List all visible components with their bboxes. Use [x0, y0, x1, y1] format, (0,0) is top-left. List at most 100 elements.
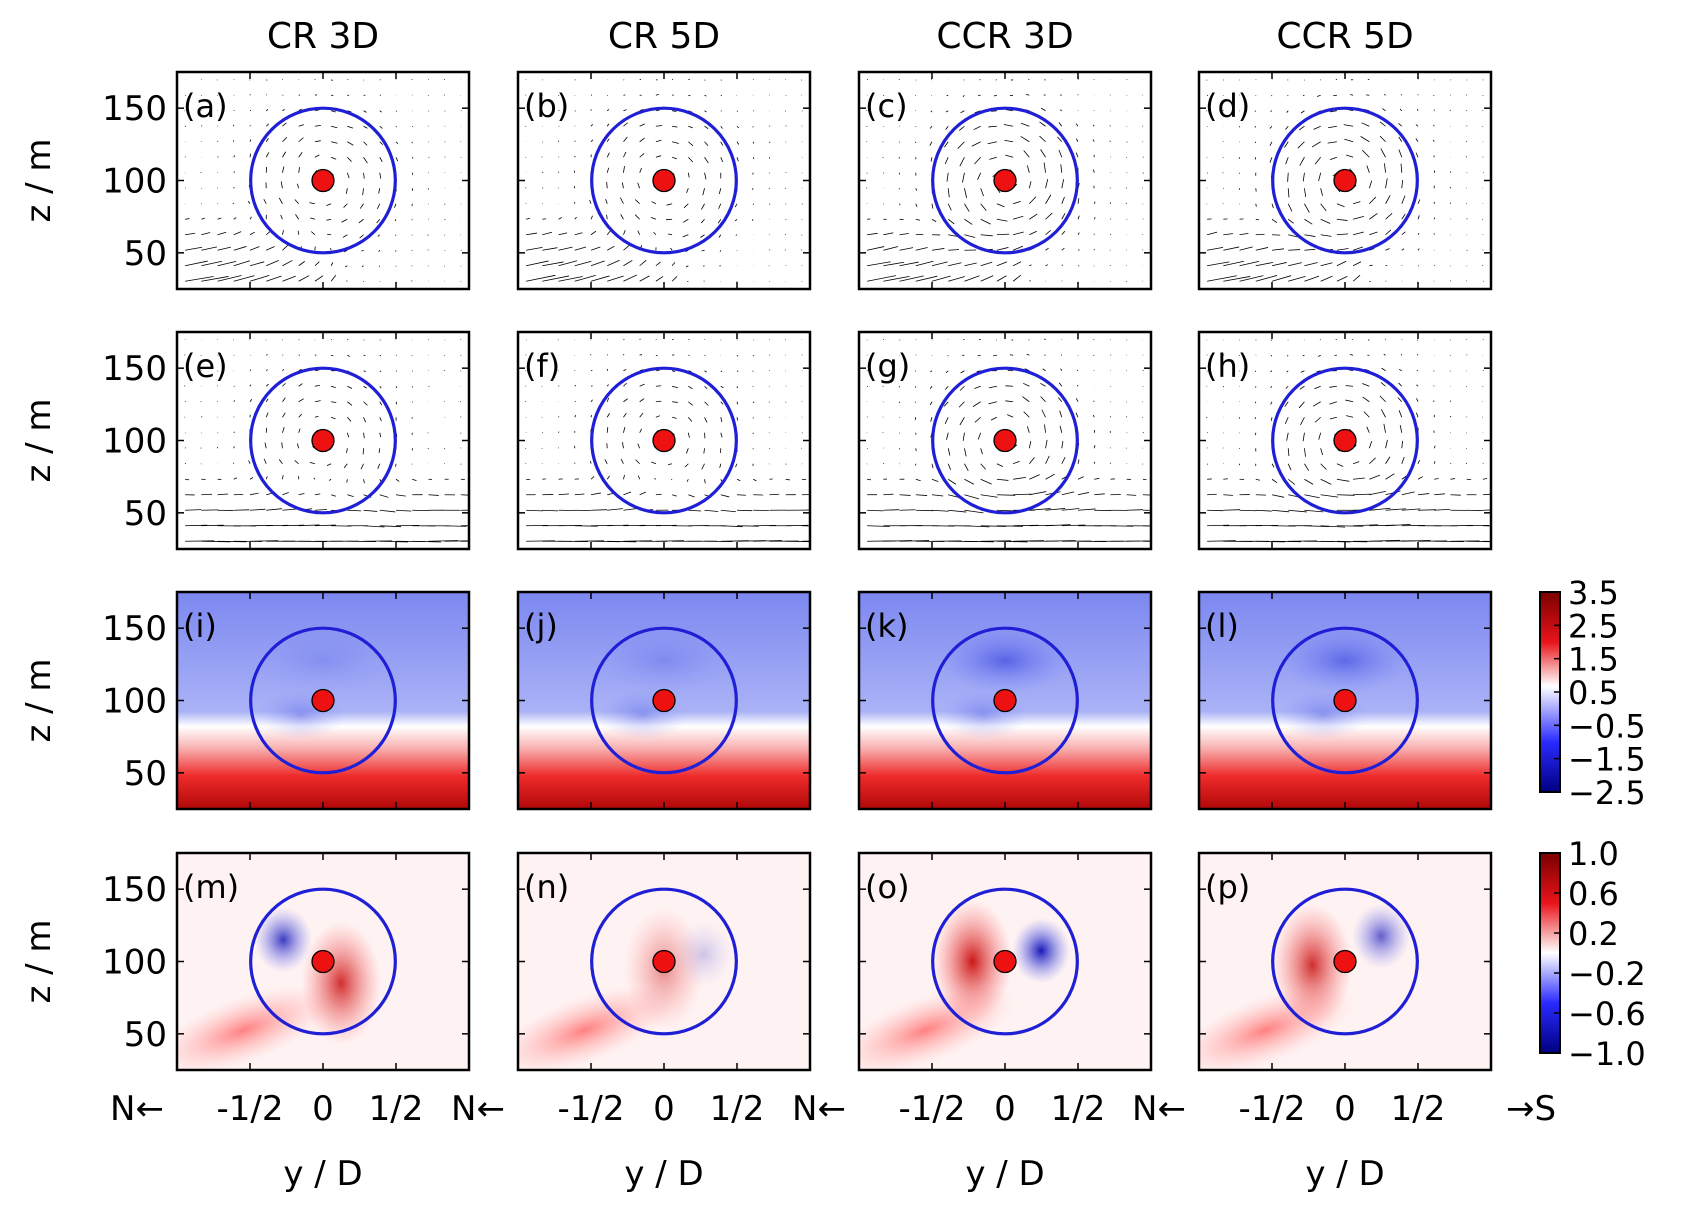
vector-arrow [1313, 125, 1321, 130]
vector-arrow [1465, 156, 1467, 158]
colorbar-tick-label: 2.5 [1568, 607, 1619, 645]
vector-arrow [233, 155, 235, 158]
vector-arrow [957, 141, 965, 149]
vector-arrow [1029, 457, 1035, 465]
vector-arrow [1401, 440, 1404, 449]
contour-blob [177, 985, 333, 1070]
vector-arrow [590, 215, 593, 220]
vector-arrow [948, 234, 958, 237]
vector-arrow [1270, 385, 1273, 389]
vector-arrow [264, 442, 267, 449]
vector-arrow [915, 260, 934, 267]
vector-arrow [653, 232, 657, 236]
vector-arrow [962, 94, 965, 98]
vector-arrow [688, 509, 702, 512]
vector-arrow [720, 432, 723, 438]
contour-blob [598, 628, 730, 694]
vector-arrow [1417, 476, 1424, 480]
vector-arrow [720, 494, 730, 498]
vector-arrow [1109, 264, 1111, 267]
vector-arrow [1284, 401, 1289, 407]
axis-ticks [859, 332, 1151, 549]
colorbar-tick-label: −0.2 [1568, 955, 1646, 993]
vector-arrow [1432, 139, 1435, 142]
vector-arrow [606, 397, 610, 402]
colorbar-tick-label: 3.5 [1568, 574, 1619, 612]
vector-arrow [558, 276, 583, 282]
vector-arrow [672, 385, 678, 389]
vector-arrow [1028, 441, 1032, 449]
vector-arrow [280, 181, 283, 189]
rotor-circle [931, 626, 1079, 775]
vector-arrow [801, 525, 810, 527]
vector-arrow [201, 524, 224, 527]
vector-arrow [1006, 109, 1014, 112]
vector-arrow [948, 262, 962, 267]
vector-arrow [1271, 262, 1287, 267]
vector-arrow [606, 475, 610, 480]
vector-arrow [996, 275, 1007, 282]
colorbar-tick-label: 0.6 [1568, 875, 1619, 913]
vector-arrow [427, 249, 429, 251]
vector-arrow [184, 447, 187, 449]
vector-arrow [526, 260, 549, 267]
panel [516, 851, 812, 1072]
vector-arrow [639, 338, 641, 341]
vector-arrow [785, 478, 790, 481]
vector-arrow [688, 385, 693, 390]
vector-arrow [990, 416, 998, 421]
vector-arrow [720, 157, 724, 163]
vector-arrow [688, 94, 691, 97]
vector-arrow [931, 218, 937, 223]
vector-arrow [1366, 165, 1370, 173]
vector-arrow [1013, 540, 1044, 542]
vector-arrow [801, 478, 807, 481]
vector-arrow [1013, 231, 1024, 236]
vector-arrow [671, 262, 676, 267]
y-tick-label: 150 [102, 870, 167, 910]
vector-arrow [1223, 246, 1240, 251]
vector-arrow [1026, 426, 1030, 433]
vector-arrow [947, 354, 949, 357]
vector-arrow [1320, 525, 1346, 528]
vector-arrow [867, 232, 878, 236]
vector-arrow [1059, 410, 1063, 418]
vector-arrow [1304, 509, 1324, 513]
vector-arrow [1384, 94, 1386, 96]
vector-arrow [930, 370, 933, 373]
vector-arrow [637, 475, 641, 480]
vector-arrow [1061, 179, 1065, 189]
vector-arrow [1433, 445, 1436, 449]
vector-arrow [883, 540, 912, 542]
vector-arrow [1270, 110, 1273, 112]
vector-arrow [378, 188, 381, 194]
vector-arrow [346, 448, 348, 454]
vector-arrow [1061, 264, 1064, 267]
vector-arrow [574, 216, 577, 220]
vector-arrow [1025, 93, 1030, 96]
vector-arrow [1005, 154, 1014, 158]
vector-arrow [249, 231, 256, 236]
vector-arrow [996, 233, 1010, 236]
vector-arrow [314, 124, 321, 127]
vector-arrow [623, 260, 633, 267]
vector-arrow [1385, 456, 1391, 464]
vector-arrow [1271, 478, 1278, 483]
vector-arrow [682, 234, 689, 238]
vector-arrow [1349, 353, 1354, 356]
vector-arrow [1316, 94, 1321, 97]
vector-arrow [639, 137, 645, 143]
vector-arrow [1271, 494, 1285, 498]
vector-arrow [249, 399, 253, 402]
hub-marker [652, 428, 676, 453]
vector-arrow [1044, 424, 1046, 433]
panel [516, 330, 812, 551]
vector-arrow [1297, 141, 1305, 149]
vector-arrow [867, 275, 896, 282]
vector-arrow [785, 463, 787, 465]
vector-arrow [1385, 524, 1411, 527]
vector-arrow [314, 261, 320, 267]
vector-arrow [635, 459, 640, 465]
axis-ticks [177, 853, 469, 1070]
vector-arrow [736, 494, 746, 496]
